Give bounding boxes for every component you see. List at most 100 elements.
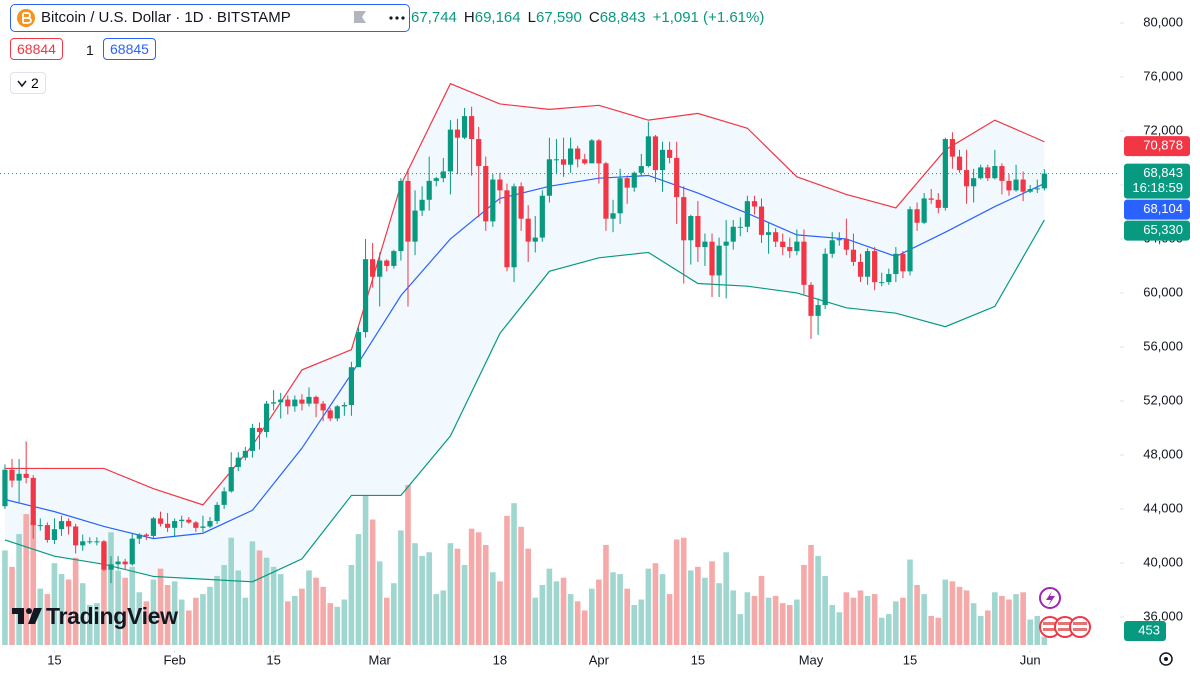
candle-body <box>942 139 948 208</box>
candle-body <box>617 178 623 214</box>
volume-bar <box>871 594 878 645</box>
volume-bar <box>730 590 737 645</box>
x-tick-label: Jun <box>1020 652 1041 667</box>
candle-body <box>695 215 701 248</box>
candle-body <box>476 139 482 167</box>
price-label: 16:18:59 <box>1132 180 1183 195</box>
candle-body <box>780 241 786 248</box>
candle-body <box>596 140 602 164</box>
volume-bar <box>907 559 913 645</box>
candle-body <box>688 215 694 241</box>
candle-body <box>999 166 1005 181</box>
candle-body <box>624 178 630 188</box>
y-tick-label: 60,000 <box>1143 284 1183 299</box>
candle-body <box>341 404 347 407</box>
candle-body <box>214 504 220 522</box>
volume-bar <box>497 581 503 645</box>
buy-button[interactable]: 68845 <box>103 38 156 60</box>
volume-bar <box>935 617 942 645</box>
event-flag-stripe <box>1073 628 1087 631</box>
volume-bar <box>79 583 86 645</box>
indicators-toggle[interactable]: 2 <box>10 72 46 94</box>
volume-bar <box>58 574 65 645</box>
sell-button[interactable]: 68844 <box>10 38 63 60</box>
volume-bar <box>765 597 772 645</box>
volume-bar <box>702 577 708 645</box>
y-tick-label: 80,000 <box>1143 14 1183 29</box>
volume-bar <box>129 566 136 645</box>
symbol-box[interactable]: Bitcoin / U.S. Dollar · 1D · BITSTAMP <box>10 4 410 32</box>
candle-body <box>709 241 715 276</box>
volume-bar <box>51 563 58 645</box>
volume-bar <box>9 566 15 645</box>
candle-body <box>893 253 899 275</box>
volume-bar <box>666 594 673 645</box>
candle-body <box>610 213 616 219</box>
event-flag-stripe <box>1058 622 1072 625</box>
candle-body <box>723 241 729 246</box>
candle-body <box>87 541 93 543</box>
volume-bar <box>949 581 956 645</box>
candle-body <box>935 199 941 208</box>
volume-bar <box>391 583 397 645</box>
volume-bar <box>44 594 51 645</box>
volume-bar <box>412 543 418 645</box>
price-label-box <box>1124 136 1190 157</box>
price-label: 68,104 <box>1143 201 1183 216</box>
ohlc-key: L <box>527 9 536 26</box>
volume-bar <box>383 597 390 645</box>
volume-bar <box>122 577 128 645</box>
y-tick-label: 72,000 <box>1143 122 1183 137</box>
candle-body <box>249 427 256 451</box>
candle-body <box>490 179 496 222</box>
volume-bar <box>468 528 475 645</box>
candle-body <box>164 523 171 528</box>
candle-body <box>638 166 644 173</box>
volume-bar <box>815 555 821 645</box>
volume-bar <box>23 514 29 645</box>
volume-bar <box>779 603 786 645</box>
settings-icon-core <box>1164 657 1168 661</box>
volume-bar <box>999 595 1005 645</box>
candle-body <box>963 170 970 187</box>
candle-body <box>1013 179 1019 191</box>
candle-body <box>666 149 673 158</box>
candle-body <box>872 251 878 283</box>
event-flag-stripe <box>1058 628 1072 631</box>
ohlc-value: 67,590 <box>535 9 582 26</box>
candle-body <box>1020 179 1026 192</box>
candle-body <box>469 116 475 140</box>
volume-bar <box>214 575 220 645</box>
event-flag <box>1069 616 1091 638</box>
volume-label-box <box>1124 621 1166 641</box>
symbol-title: Bitcoin / U.S. Dollar · 1D · BITSTAMP <box>41 9 291 26</box>
candle-body <box>787 247 793 252</box>
volume-bar <box>518 526 524 645</box>
candle-body <box>815 305 821 316</box>
volume-bar <box>94 603 100 645</box>
volume-bar <box>193 597 199 645</box>
candle-body <box>207 521 213 527</box>
volume-bar <box>242 597 249 645</box>
volume-bar <box>454 548 461 645</box>
settings-icon[interactable] <box>1159 652 1173 666</box>
volume-bar <box>956 586 963 645</box>
x-tick-label: 15 <box>47 652 61 667</box>
candle-body <box>221 491 227 505</box>
x-tick-label: 15 <box>903 652 917 667</box>
candle-body <box>334 406 340 419</box>
volume-bar <box>659 574 666 645</box>
candle-body <box>362 259 369 333</box>
volume-bar <box>101 543 107 645</box>
volume-bar <box>86 605 93 645</box>
volume-bar <box>157 568 164 645</box>
volume-bar <box>475 532 482 645</box>
volume-bar <box>65 579 72 645</box>
volume-bar <box>207 586 213 645</box>
candle-body <box>94 541 100 543</box>
volume-bar <box>673 539 680 645</box>
volume-bar <box>511 503 517 645</box>
volume-bar <box>327 603 334 645</box>
ohlc-value: 69,164 <box>474 9 521 26</box>
